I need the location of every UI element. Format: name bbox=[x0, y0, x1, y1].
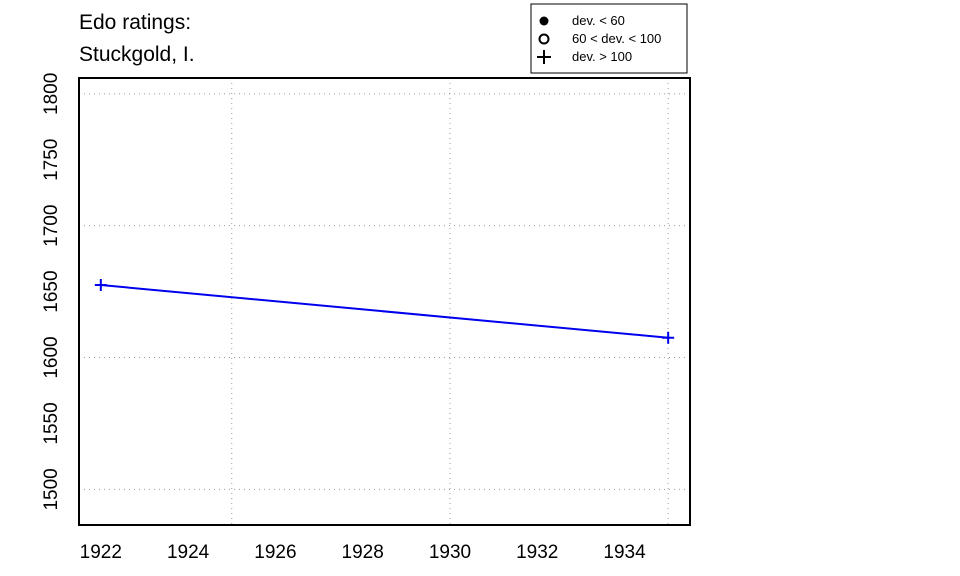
legend-box bbox=[530, 3, 688, 74]
y-tick-label: 1650 bbox=[41, 270, 62, 312]
data-point-plus-marker bbox=[662, 331, 675, 344]
y-tick-label: 1700 bbox=[41, 205, 62, 247]
x-tick-label: 1928 bbox=[342, 542, 384, 563]
legend-open-circle-icon bbox=[538, 33, 550, 45]
legend-label-dev-gt-100: dev. > 100 bbox=[572, 49, 632, 64]
x-tick-label: 1922 bbox=[80, 542, 122, 563]
x-tick-label: 1932 bbox=[516, 542, 558, 563]
y-tick-label: 1500 bbox=[41, 468, 62, 510]
y-tick-label: 1600 bbox=[41, 336, 62, 378]
data-point-plus-marker bbox=[94, 279, 107, 292]
chart-title-line-2: Stuckgold, I. bbox=[79, 43, 195, 66]
legend-label-dev-lt-60: dev. < 60 bbox=[572, 13, 625, 28]
legend-label-dev-60-100: 60 < dev. < 100 bbox=[572, 31, 661, 46]
legend-plus-icon bbox=[537, 50, 551, 64]
x-tick-label: 1930 bbox=[429, 542, 471, 563]
x-tick-label: 1934 bbox=[603, 542, 646, 563]
y-tick-label: 1750 bbox=[41, 139, 62, 181]
data-series bbox=[94, 279, 675, 344]
chart-title-line-1: Edo ratings: bbox=[79, 11, 191, 34]
x-tick-label: 1926 bbox=[254, 542, 296, 563]
legend: dev. < 60 60 < dev. < 100 dev. > 100 bbox=[530, 3, 688, 74]
axes: 1922 1924 1926 1928 1930 1932 1934 1500 1550 1600… bbox=[41, 73, 691, 563]
y-tick-label: 1800 bbox=[41, 73, 62, 115]
grid-lines bbox=[79, 78, 690, 525]
series-line bbox=[100, 284, 669, 339]
y-tick-label: 1550 bbox=[41, 402, 62, 444]
plot-frame bbox=[78, 77, 691, 526]
x-tick-label: 1924 bbox=[167, 542, 210, 563]
legend-filled-circle-icon bbox=[539, 16, 549, 26]
